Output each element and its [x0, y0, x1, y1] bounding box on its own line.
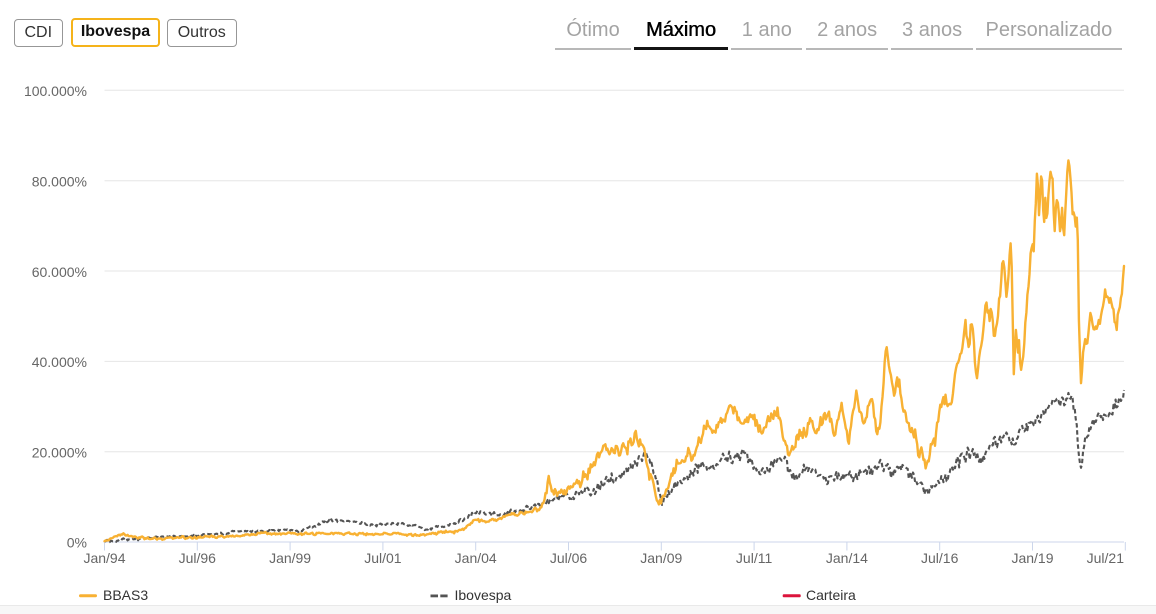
- svg-text:Jan/99: Jan/99: [269, 550, 311, 566]
- svg-text:Jul/06: Jul/06: [550, 550, 588, 566]
- svg-text:Jul/96: Jul/96: [179, 550, 217, 566]
- svg-text:Jul/16: Jul/16: [921, 550, 959, 566]
- svg-text:100.000%: 100.000%: [24, 83, 87, 99]
- svg-text:Jul/01: Jul/01: [364, 550, 402, 566]
- svg-text:0%: 0%: [67, 534, 87, 550]
- svg-text:20.000%: 20.000%: [32, 445, 87, 461]
- svg-text:Jan/14: Jan/14: [826, 550, 868, 566]
- svg-text:Jul/21: Jul/21: [1087, 550, 1125, 566]
- svg-text:Jan/19: Jan/19: [1011, 550, 1053, 566]
- svg-text:40.000%: 40.000%: [32, 354, 87, 370]
- svg-text:Jan/94: Jan/94: [83, 550, 125, 566]
- svg-text:Jul/11: Jul/11: [736, 550, 773, 566]
- svg-text:80.000%: 80.000%: [32, 174, 87, 190]
- svg-text:Jan/09: Jan/09: [640, 550, 682, 566]
- svg-text:Jan/04: Jan/04: [455, 550, 497, 566]
- svg-text:60.000%: 60.000%: [32, 264, 87, 280]
